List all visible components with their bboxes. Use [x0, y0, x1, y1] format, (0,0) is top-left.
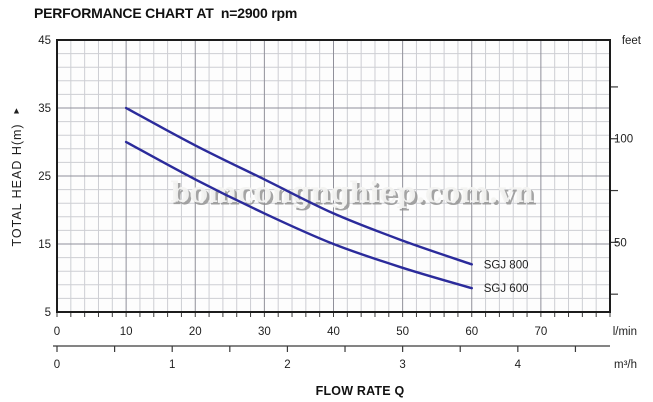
x2-tick-label: 1	[169, 359, 175, 371]
curve-label-sgj-600: SGJ 600	[484, 283, 529, 295]
y-tick-label: 15	[38, 239, 51, 251]
x-axis-unit-label: l/min	[613, 326, 637, 338]
plot-border	[56, 39, 611, 313]
x-tick-label: 50	[396, 326, 409, 338]
x-tick-label: 0	[54, 326, 60, 338]
watermark-shadow: bomcongnghiep.com.vn	[173, 179, 536, 212]
feet-tick-label: 100	[614, 134, 633, 146]
x2-tick-label: 2	[284, 359, 290, 371]
x-tick-label: 30	[258, 326, 271, 338]
y-tick-label: 5	[45, 307, 51, 319]
watermark: bomcongnghiep.com.vn	[170, 176, 533, 209]
page-title: PERFORMANCE CHART AT n=2900 rpm	[34, 5, 298, 21]
x-tick-label: 70	[534, 326, 547, 338]
curve-label-sgj-800: SGJ 800	[484, 259, 529, 271]
x-tick-label: 60	[465, 326, 478, 338]
y-tick-label: 35	[38, 103, 51, 115]
x-tick-label: 40	[327, 326, 340, 338]
y-tick-label: 25	[38, 171, 51, 183]
x2-tick-label: 4	[515, 359, 522, 371]
x2-axis-unit-label: m³/h	[614, 359, 637, 371]
x-tick-label: 20	[189, 326, 202, 338]
x-tick-label: 10	[120, 326, 133, 338]
curve-sgj-600	[124, 140, 473, 290]
feet-tick-label: 50	[614, 237, 627, 249]
feet-axis-label: feet	[622, 35, 642, 47]
curve-sgj-800	[124, 106, 473, 266]
x2-tick-label: 3	[399, 359, 405, 371]
x2-tick-label: 0	[54, 359, 60, 371]
y-tick-label: 45	[38, 35, 51, 47]
x-axis-title: FLOW RATE Q	[315, 384, 405, 398]
